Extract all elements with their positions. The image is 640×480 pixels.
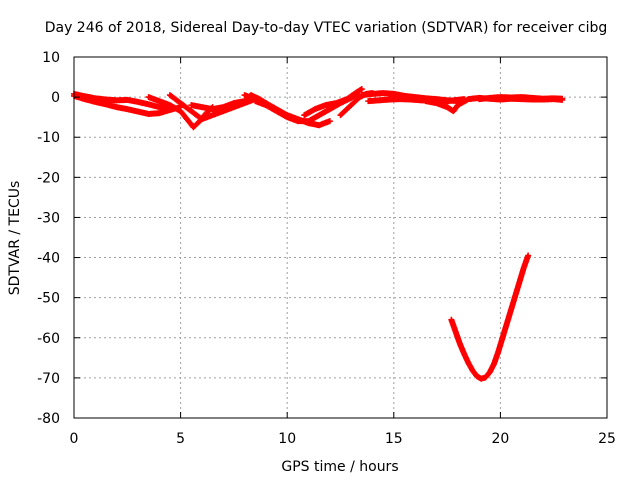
y-axis-label: SDTVAR / TECUs bbox=[7, 181, 23, 296]
series-markers bbox=[301, 86, 365, 119]
y-tick-label: -80 bbox=[37, 411, 60, 427]
y-tick-label: -20 bbox=[37, 170, 60, 186]
y-tick-label: -70 bbox=[37, 371, 60, 387]
x-tick-label: 15 bbox=[385, 431, 403, 447]
y-tick-label: -10 bbox=[37, 130, 60, 146]
x-tick-label: 0 bbox=[70, 431, 79, 447]
y-tick-label: -50 bbox=[37, 291, 60, 307]
x-tick-label: 10 bbox=[278, 431, 296, 447]
series-track-m bbox=[476, 94, 566, 103]
series-markers bbox=[476, 94, 566, 103]
series-track-c bbox=[145, 94, 216, 131]
series-markers bbox=[145, 94, 216, 131]
data-series bbox=[71, 86, 566, 382]
x-tick-label: 5 bbox=[176, 431, 185, 447]
y-tick-label: -30 bbox=[37, 210, 60, 226]
series-track-h bbox=[301, 86, 365, 119]
x-tick-label: 20 bbox=[491, 431, 509, 447]
series-track-dip bbox=[448, 252, 532, 382]
y-tick-label: 10 bbox=[42, 50, 60, 66]
x-axis-label: GPS time / hours bbox=[281, 459, 398, 475]
axis-ticks bbox=[73, 56, 608, 419]
y-tick-label: -40 bbox=[37, 251, 60, 267]
x-tick-label: 25 bbox=[598, 431, 616, 447]
y-tick-label: -60 bbox=[37, 331, 60, 347]
plot-frame bbox=[73, 56, 608, 419]
y-tick-label: 0 bbox=[51, 90, 60, 106]
chart-title: Day 246 of 2018, Sidereal Day-to-day VTE… bbox=[45, 20, 608, 36]
series-markers bbox=[448, 252, 532, 382]
grid-lines bbox=[74, 57, 607, 418]
tick-labels: 0 5 10 15 20 25 10 0 -10 -20 -30 -40 -50 -60 -70 -80 bbox=[37, 50, 616, 447]
